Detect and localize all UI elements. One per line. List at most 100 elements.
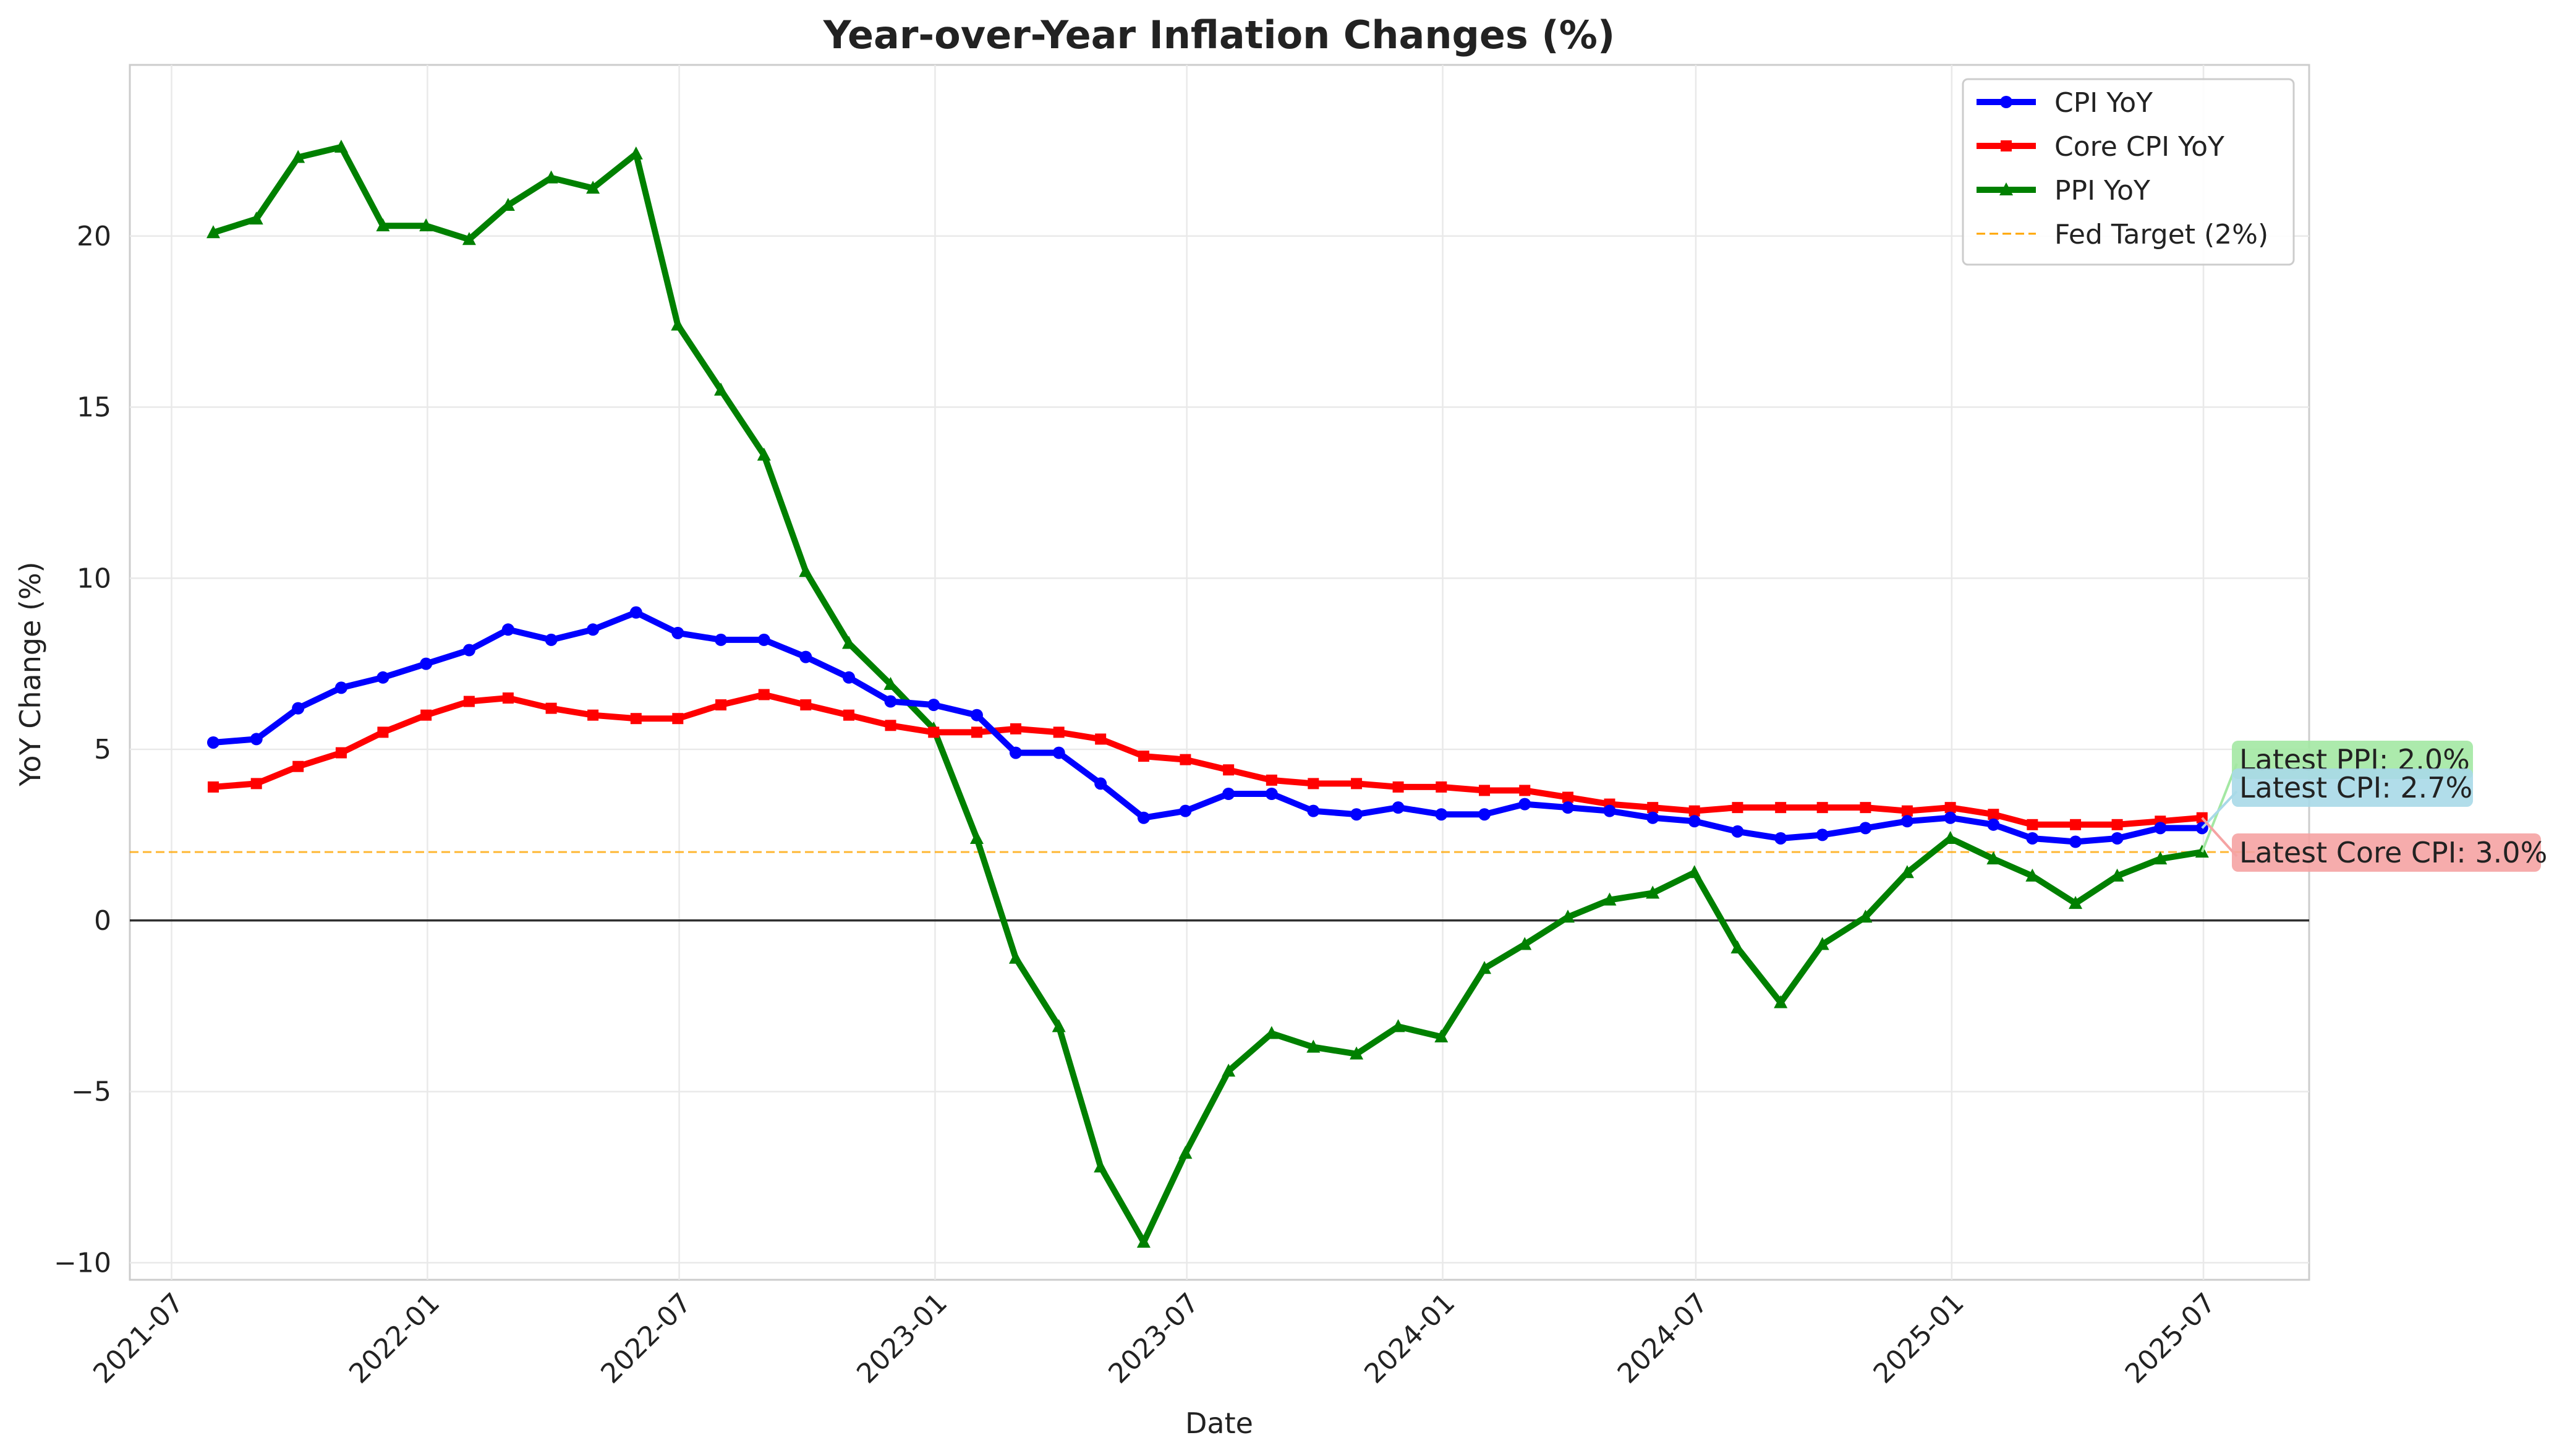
core-cpi-yoy-point [207, 781, 219, 793]
ppi-yoy-point [969, 830, 984, 844]
ppi-yoy-point [1518, 937, 1532, 950]
cpi-yoy-point [334, 681, 347, 694]
cpi-yoy-point [206, 736, 219, 749]
y-tick-label: 15 [77, 392, 111, 424]
ppi-yoy-point [842, 636, 856, 649]
core-cpi-yoy-point [1647, 802, 1659, 814]
core-cpi-yoy-point [1732, 802, 1743, 814]
legend-item-core-cpi-yoy[interactable]: Core CPI YoY [1977, 131, 2224, 163]
x-tick-label: 2024-01 [1358, 1287, 1461, 1390]
cpi-yoy-point [250, 733, 263, 746]
ppi-yoy-point [249, 211, 263, 225]
cpi-yoy-point [1094, 777, 1107, 790]
legend-item-cpi-yoy[interactable]: CPI YoY [1977, 87, 2153, 119]
y-tick-label: −10 [54, 1247, 111, 1279]
y-tick-label: 10 [77, 563, 111, 594]
core-cpi-yoy-point [1562, 791, 1574, 803]
ppi-yoy-point [291, 150, 305, 163]
ppi-yoy-point [2069, 896, 2083, 909]
annotation-core-cpi-yoy: Latest Core CPI: 3.0% [2201, 817, 2547, 872]
ppi-yoy-point [1008, 950, 1023, 964]
chart-title: Year-over-Year Inflation Changes (%) [823, 12, 1615, 57]
legend-marker [2001, 140, 2012, 151]
ppi-yoy-point [1052, 1019, 1066, 1032]
annotation-text: Latest Core CPI: 3.0% [2239, 836, 2547, 869]
core-cpi-yoy-point [292, 760, 304, 772]
ppi-yoy-point [1094, 1159, 1108, 1173]
ppi-yoy-point [462, 232, 476, 245]
core-cpi-yoy-point [800, 699, 812, 711]
ppi-yoy-point [1986, 851, 2001, 865]
ppi-yoy-point [757, 448, 771, 461]
core-cpi-yoy-point [1138, 751, 1149, 762]
cpi-yoy-point [1222, 788, 1235, 800]
core-cpi-yoy-series [207, 689, 2208, 830]
cpi-yoy-point [1900, 815, 1913, 828]
cpi-yoy-point [1944, 811, 1957, 824]
core-cpi-yoy-point [1095, 733, 1107, 745]
core-cpi-yoy-point [1688, 805, 1700, 817]
ppi-yoy-point [1350, 1046, 1364, 1060]
cpi-yoy-point [1603, 804, 1616, 817]
ppi-yoy-point [1478, 961, 1492, 974]
core-cpi-yoy-point [2111, 819, 2123, 830]
cpi-yoy-point [1350, 808, 1363, 821]
core-cpi-yoy-point [1053, 726, 1065, 738]
ppi-yoy-point [2153, 851, 2168, 865]
ppi-yoy-point [1943, 830, 1957, 844]
ppi-yoy-point [1815, 937, 1829, 950]
y-axis-label: YoY Change (%) [14, 561, 47, 786]
annotation-arrow [2201, 790, 2238, 829]
annotation-arrow [2200, 763, 2238, 853]
ppi-yoy-point [1858, 909, 1873, 923]
cpi-yoy-point [587, 623, 600, 636]
core-cpi-yoy-point [1479, 785, 1491, 796]
core-cpi-yoy-line [210, 691, 2205, 828]
core-cpi-yoy-point [1180, 754, 1191, 765]
legend-item-ppi-yoy[interactable]: PPI YoY [1977, 175, 2150, 206]
cpi-yoy-point [1478, 808, 1491, 821]
core-cpi-yoy-point [545, 702, 557, 714]
ppi-yoy-point [419, 218, 433, 232]
cpi-yoy-point [420, 657, 433, 670]
core-cpi-yoy-point [928, 726, 940, 738]
core-cpi-yoy-point [885, 720, 896, 731]
core-cpi-yoy-point [630, 713, 642, 725]
ppi-yoy-point [1136, 1235, 1151, 1248]
ppi-yoy-point [629, 146, 643, 160]
cpi-yoy-point [2154, 822, 2167, 835]
x-tick-label: 2023-07 [1102, 1287, 1205, 1390]
ppi-yoy-point [1774, 995, 1788, 1008]
ppi-yoy-point [1391, 1019, 1405, 1032]
cpi-yoy-point [377, 671, 389, 684]
cpi-yoy-point [1774, 832, 1787, 845]
core-cpi-yoy-point [1010, 723, 1021, 734]
legend-label: Fed Target (2%) [2054, 219, 2268, 250]
cpi-yoy-point [927, 699, 940, 712]
cpi-yoy-point [1265, 788, 1278, 800]
x-tick-label: 2024-07 [1612, 1287, 1714, 1390]
cpi-yoy-point [1688, 815, 1701, 828]
legend-item-fed-target-2[interactable]: Fed Target (2%) [1977, 219, 2268, 250]
core-cpi-yoy-point [587, 709, 599, 721]
ppi-yoy-point [1900, 865, 1914, 879]
cpi-yoy-point [843, 671, 856, 684]
x-tick-label: 2022-01 [343, 1287, 446, 1390]
cpi-yoy-point [1859, 822, 1872, 835]
x-axis-label: Date [1185, 1407, 1253, 1440]
ppi-yoy-point [1306, 1039, 1321, 1053]
ppi-yoy-point [1434, 1029, 1449, 1042]
ppi-yoy-point [1178, 1146, 1193, 1159]
core-cpi-yoy-point [672, 713, 684, 725]
ppi-yoy-point [1222, 1063, 1236, 1077]
annotation-cpi-yoy: Latest CPI: 2.7% [2201, 768, 2473, 829]
y-tick-label: −5 [71, 1076, 111, 1108]
ppi-yoy-point [1264, 1026, 1279, 1039]
ppi-yoy-point [799, 564, 813, 577]
core-cpi-yoy-point [1223, 764, 1235, 776]
cpi-yoy-point [671, 626, 684, 639]
core-cpi-yoy-point [971, 726, 982, 738]
legend[interactable]: CPI YoY Core CPI YoY PPI YoY Fed Target (2%… [1962, 78, 2295, 266]
grid [130, 65, 2309, 1280]
legend-label: PPI YoY [2054, 175, 2150, 206]
